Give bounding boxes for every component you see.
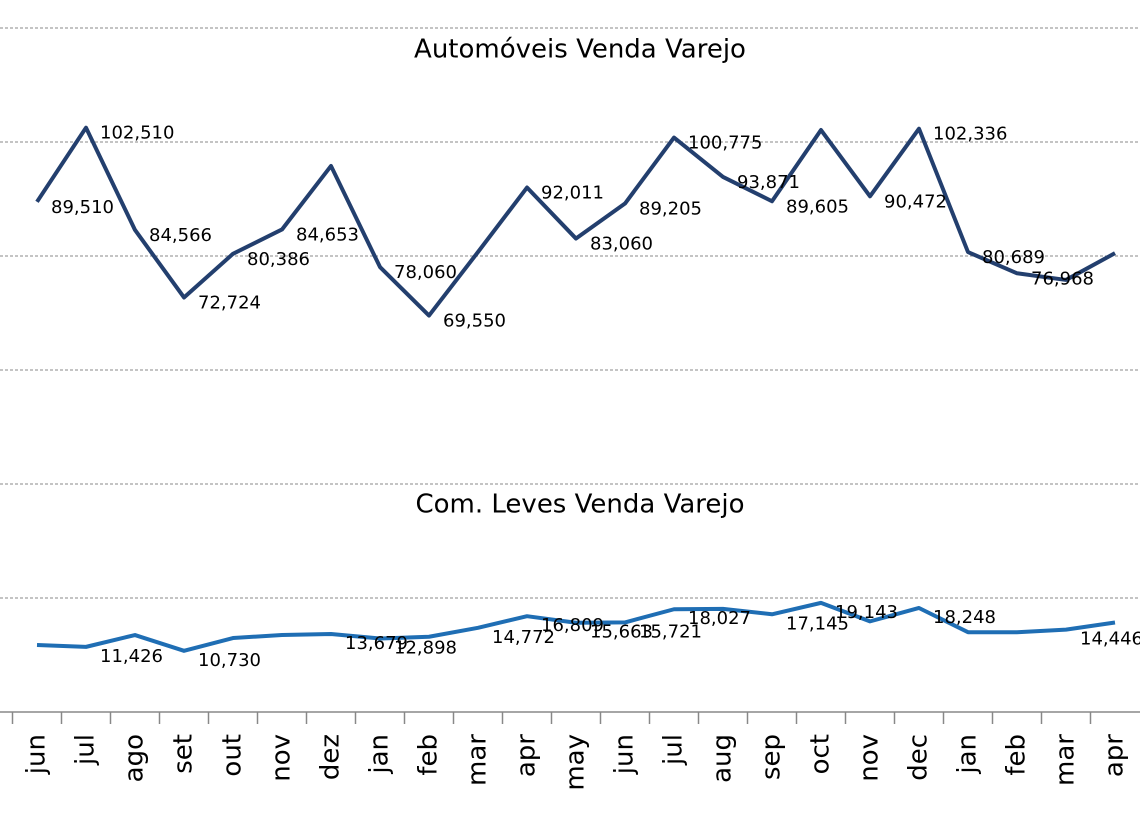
data-label: 84,653 [296,224,359,245]
data-label: 89,205 [639,199,702,220]
data-label: 14,772 [492,627,555,648]
x-tick-label: mar [463,734,493,786]
data-label: 100,775 [688,133,762,154]
data-label: 92,011 [541,183,604,204]
x-tick-label: set [169,734,199,774]
x-tick-label: out [218,734,248,777]
x-tick-label: feb [414,734,444,776]
data-label: 89,605 [786,196,849,217]
data-label: 16,809 [541,615,604,636]
data-label: 10,730 [198,650,261,671]
x-tick-label: nov [267,734,297,782]
x-tick-label: may [561,734,591,791]
data-label: 93,871 [737,172,800,193]
x-tick-label: jul [71,734,101,766]
data-label: 78,060 [394,262,457,283]
x-tick-label: jan [365,734,395,775]
x-tick-label: jan [953,734,983,775]
data-label: 76,968 [1031,268,1094,289]
x-tick-label: jun [610,734,640,775]
x-tick-label: mar [1051,734,1081,786]
series-title: Automóveis Venda Varejo [414,35,746,65]
data-label: 18,027 [688,608,751,629]
data-label: 102,336 [933,124,1007,145]
data-label: 15,663 [590,622,653,643]
data-label: 80,689 [982,247,1045,268]
x-tick-label: apr [1100,734,1130,777]
data-label: 83,060 [590,234,653,255]
x-tick-label: ago [120,734,150,782]
data-label: 15,721 [639,621,702,642]
x-tick-label: nov [855,734,885,782]
line [36,600,1116,653]
x-tick-label: feb [1002,734,1032,776]
data-label: 89,510 [51,197,114,218]
x-tick-label: jun [22,734,52,775]
x-tick-label: sep [757,734,787,780]
line [35,125,1116,318]
x-tick-label: apr [512,734,542,777]
x-tick-label: jul [659,734,689,766]
data-label: 14,446 [1080,629,1140,650]
data-label: 13,679 [345,633,408,654]
x-tick-label: dez [316,734,346,780]
data-label: 102,510 [100,123,174,144]
x-tick-label: aug [708,734,738,783]
data-label: 80,386 [247,249,310,270]
data-label: 18,248 [933,607,996,628]
data-label: 84,566 [149,225,212,246]
data-label: 12,898 [394,637,457,658]
data-label: 69,550 [443,311,506,332]
data-label: 90,472 [884,191,947,212]
x-tick-label: dec [904,734,934,781]
series-title: Com. Leves Venda Varejo [415,490,744,520]
data-label: 72,724 [198,292,261,313]
data-label: 19,143 [835,602,898,623]
data-label: 11,426 [100,646,163,667]
x-tick-label: oct [806,734,836,774]
data-label: 17,145 [786,613,849,634]
